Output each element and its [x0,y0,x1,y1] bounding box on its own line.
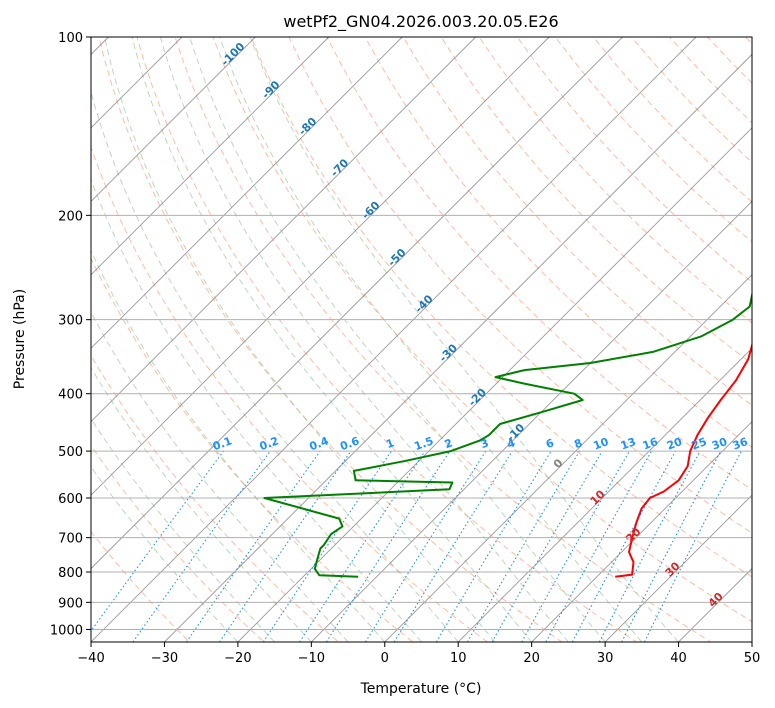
moist-adiabat [219,37,643,642]
isotherm [457,347,752,642]
mixing-ratio-label: 4 [505,436,517,451]
mixing-ratio-label: 13 [619,435,638,452]
x-axis-label: Temperature (°C) [360,681,482,697]
y-axis-label: Pressure (hPa) [12,289,28,389]
isotherm [311,200,752,642]
isotherm [91,37,330,276]
mixing-ratio-line [91,450,225,632]
y-axis: 100 200 300 400 500 600 700 800 900 1000 [50,31,91,638]
mixing-ratio-label: 0.2 [258,434,281,453]
mixing-ratio-label: 1 [384,436,396,451]
mixing-ratio-label: 20 [665,435,684,453]
x-tick-label: 10 [450,651,467,666]
isotherm [164,53,752,642]
mixing-ratio-label: 36 [731,435,750,453]
y-tick-label: 300 [58,314,83,329]
isotherm [91,37,697,642]
mixing-ratio-line [132,450,271,642]
mixing-ratio-line [545,450,652,642]
mixing-ratio-label: 0.6 [338,434,361,453]
mixing-ratio-label: 0.1 [211,434,234,453]
moist-adiabat [91,249,386,642]
y-tick-label: 200 [58,209,83,224]
mixing-ratio-line [219,450,352,642]
isotherm [91,37,623,570]
temperature-profile [615,338,752,578]
moist-adiabat [189,37,606,642]
pressure-grid [91,37,752,630]
isotherm [91,37,476,423]
dry-adiabat [326,37,752,491]
isotherm [237,127,752,642]
x-tick-label: −20 [224,651,251,666]
y-tick-label: 100 [58,31,83,46]
background-lines [91,37,752,642]
isotherm [91,37,256,202]
dry-adiabat [440,37,752,365]
dewpoint-profile [263,290,752,578]
mixing-ratio-label: 3 [479,436,491,451]
mixing-ratio-label: 25 [690,435,709,452]
y-tick-label: 800 [58,566,83,581]
mixing-ratio-line [365,450,487,642]
dry-adiabat [402,37,752,406]
x-tick-label: −10 [298,651,325,666]
dry-adiabat [478,37,752,324]
mixing-ratio-line [299,450,426,642]
dry-adiabat [364,37,752,448]
y-tick-label: 900 [58,596,83,611]
mixing-ratio-line [325,450,451,642]
isotherm [91,37,403,349]
y-tick-label: 600 [58,492,83,507]
isotherm [384,274,752,642]
isotherm [604,494,752,642]
chart-title: wetPf2_GN04.2026.003.20.05.E26 [283,12,558,32]
y-tick-label: 400 [58,388,83,403]
x-tick-label: 0 [381,651,389,666]
mixing-ratio-line [262,450,392,642]
moist-adiabat [103,37,496,642]
profile-lines [263,290,752,578]
moist-adiabat [159,37,569,642]
isotherm [91,37,550,496]
mixing-ratio-line [186,450,321,642]
mixing-ratio-line [571,450,677,642]
mixing-ratio-line [644,450,742,642]
dry-adiabat [174,37,712,642]
mixing-ratio-label: 1.5 [412,434,435,453]
x-tick-label: 40 [670,651,687,666]
x-tick-label: 50 [744,651,761,666]
plot-frame [90,36,753,643]
mixing-ratio-label: 2 [443,436,455,451]
x-tick-label: −30 [151,651,178,666]
mixing-ratio-label: 6 [544,436,556,451]
mixing-ratio-label: 8 [573,436,585,451]
moist-adiabat [91,178,422,642]
x-tick-label: 20 [523,651,540,666]
moist-adiabat [249,37,679,642]
mixing-ratio-line [393,450,513,642]
x-axis: −40 −30 −20 −10 0 10 20 30 40 50 [77,642,760,666]
y-tick-label: 500 [58,445,83,460]
x-tick-label: 30 [597,651,614,666]
y-tick-label: 700 [58,532,83,547]
mixing-ratio-label: 10 [592,435,611,453]
mixing-ratio-line [521,450,630,642]
moist-adiabat [91,465,239,642]
moist-adiabat [131,37,533,642]
mixing-ratio-label: 30 [710,435,729,453]
mixing-ratio-label: 0.4 [308,434,331,453]
y-tick-label: 1000 [50,623,83,638]
dry-adiabat [212,37,752,623]
moist-adiabat [91,90,459,642]
x-tick-label: −40 [77,651,104,666]
mixing-ratio-label: 16 [641,435,660,453]
